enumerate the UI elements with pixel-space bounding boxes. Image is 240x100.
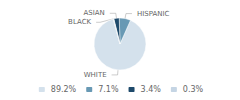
svg-text:BLACK: BLACK [68,18,91,26]
svg-text:0.3%: 0.3% [183,85,204,94]
svg-text:WHITE: WHITE [84,71,107,79]
svg-text:89.2%: 89.2% [51,85,77,94]
svg-text:ASIAN: ASIAN [83,9,104,17]
svg-text:7.1%: 7.1% [98,85,119,94]
svg-text:HISPANIC: HISPANIC [137,10,170,18]
svg-text:3.4%: 3.4% [141,85,162,94]
